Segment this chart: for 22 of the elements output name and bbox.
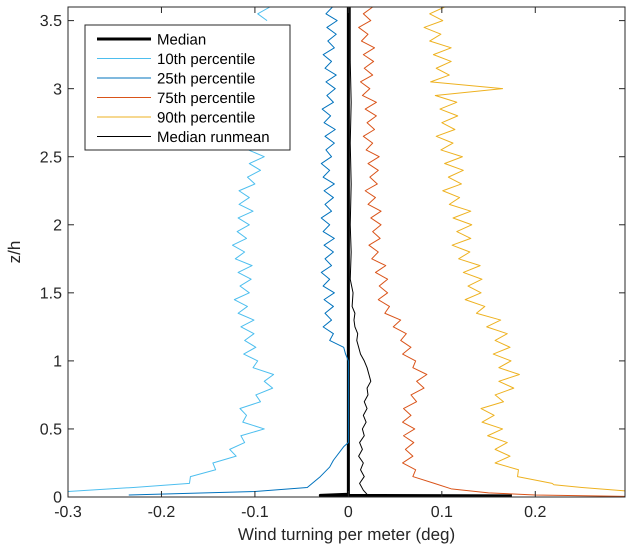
x-tick-label: -0.3: [54, 504, 82, 521]
x-tick-label: 0: [344, 504, 353, 521]
y-tick-label: 0: [53, 490, 62, 507]
legend-label: 10th percentile: [157, 50, 256, 68]
legend-label: Median runmean: [157, 128, 270, 146]
x-tick-label: 0.1: [430, 504, 454, 521]
legend-label: Median: [157, 31, 206, 48]
legend-label: 90th percentile: [157, 109, 256, 126]
y-tick-label: 2.5: [40, 149, 62, 166]
y-tick-label: 3: [53, 81, 62, 98]
y-tick-label: 3.5: [40, 13, 62, 30]
legend-label: 25th percentile: [157, 70, 256, 88]
y-tick-label: 1.5: [40, 285, 62, 302]
y-axis-title: z/h: [5, 240, 24, 264]
x-tick-label: -0.2: [148, 504, 176, 521]
y-tick-label: 2: [53, 217, 62, 234]
y-tick-label: 1: [53, 353, 62, 370]
x-tick-label: -0.1: [241, 504, 269, 521]
legend-label: 75th percentile: [157, 90, 256, 107]
y-tick-label: 0.5: [40, 422, 62, 439]
x-axis-title: Wind turning per meter (deg): [238, 525, 456, 544]
x-tick-label: 0.2: [524, 504, 546, 521]
